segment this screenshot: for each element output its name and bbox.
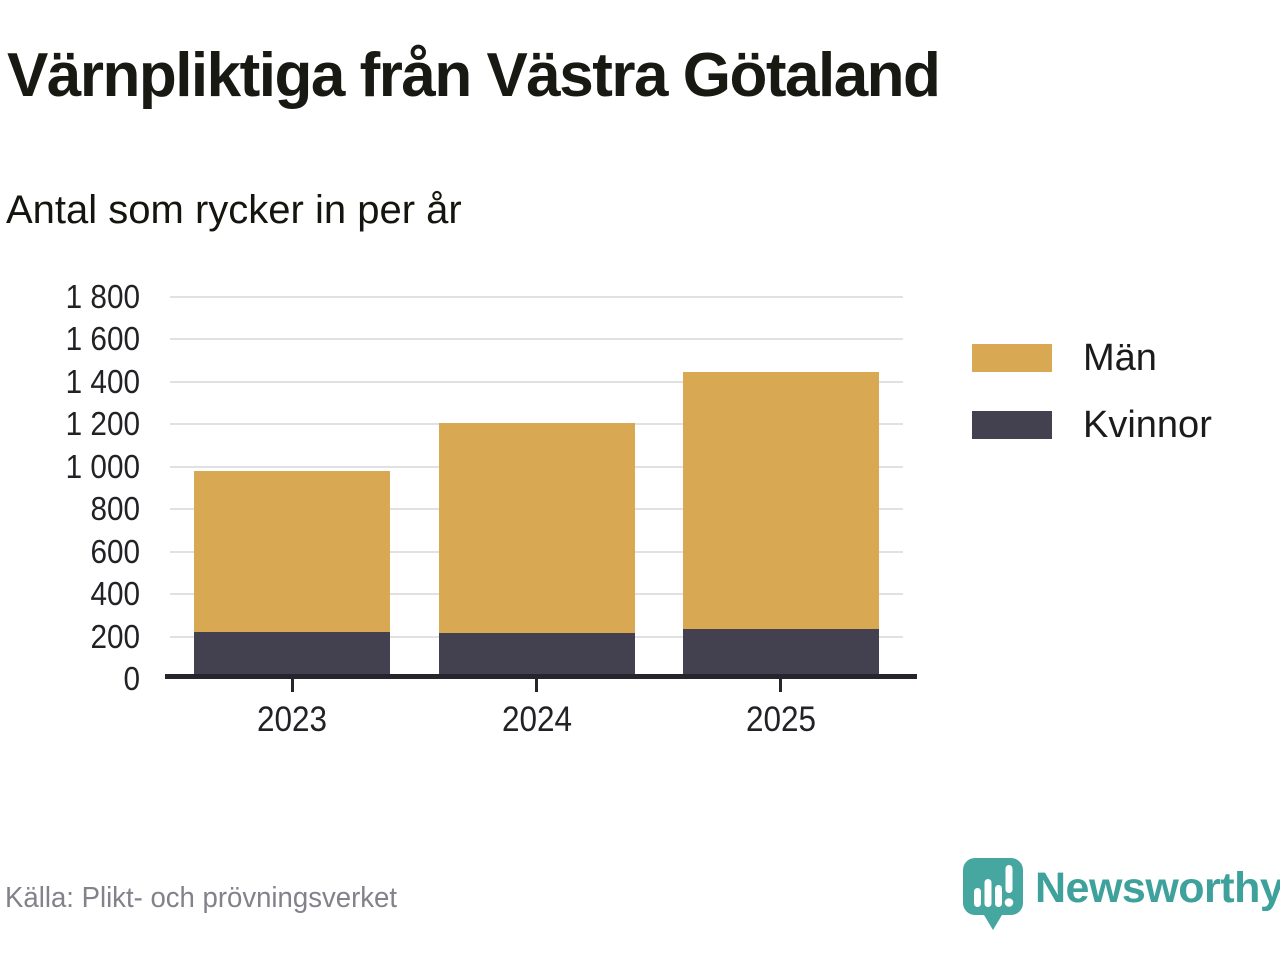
x-axis-line — [165, 674, 917, 679]
y-tick-label: 200 — [90, 617, 140, 655]
y-tick-label: 800 — [90, 490, 140, 528]
gridline-1600 — [170, 338, 903, 341]
chart-subtitle: Antal som rycker in per år — [6, 188, 462, 232]
x-tick-label: 2023 — [257, 700, 328, 739]
bar-segment-men-2024 — [438, 423, 635, 634]
y-tick-label: 1 600 — [65, 320, 140, 358]
legend: Män Kvinnor — [972, 339, 1212, 444]
y-tick-label: 0 — [123, 660, 140, 697]
legend-swatch-women — [972, 411, 1052, 439]
gridline-1800 — [170, 296, 903, 298]
y-tick-label: 1 800 — [65, 278, 140, 315]
chart-title: Värnpliktiga från Västra Götaland — [7, 41, 941, 110]
source-caption: Källa: Plikt- och prövningsverket — [5, 882, 398, 914]
y-tick-label: 400 — [90, 575, 140, 613]
x-tick-label: 2025 — [745, 700, 816, 739]
legend-item-men: Män — [972, 339, 1212, 377]
bar-segment-women-2025 — [682, 629, 879, 679]
bar-segment-men-2025 — [682, 372, 879, 630]
y-tick-label: 1 400 — [65, 362, 140, 400]
x-tick-label: 2024 — [501, 700, 572, 739]
legend-swatch-men — [972, 344, 1052, 372]
legend-label: Män — [1083, 337, 1157, 379]
legend-item-women: Kvinnor — [972, 406, 1212, 444]
y-tick-label: 600 — [90, 532, 140, 570]
chart-area: 0 200 400 600 800 1 000 1 200 1 400 1 600 1 800 20… — [0, 280, 1280, 739]
bar-segment-men-2023 — [194, 471, 391, 633]
y-tick-label: 1 200 — [65, 405, 140, 443]
x-axis-tick-2025 — [779, 679, 783, 692]
legend-label: Kvinnor — [1083, 404, 1212, 446]
newsworthy-wordmark: Newsworthy — [1035, 864, 1280, 912]
gridline-1400 — [170, 380, 903, 383]
bar-segment-women-2023 — [194, 632, 391, 679]
newsworthy-speech-bubble-bar-chart-icon — [963, 858, 1023, 930]
bar-segment-women-2024 — [438, 633, 635, 679]
y-tick-label: 1 000 — [65, 447, 140, 485]
x-axis-tick-2023 — [290, 679, 294, 692]
newsworthy-logo: Newsworthy — [962, 857, 1280, 932]
x-axis-tick-2024 — [535, 679, 538, 692]
